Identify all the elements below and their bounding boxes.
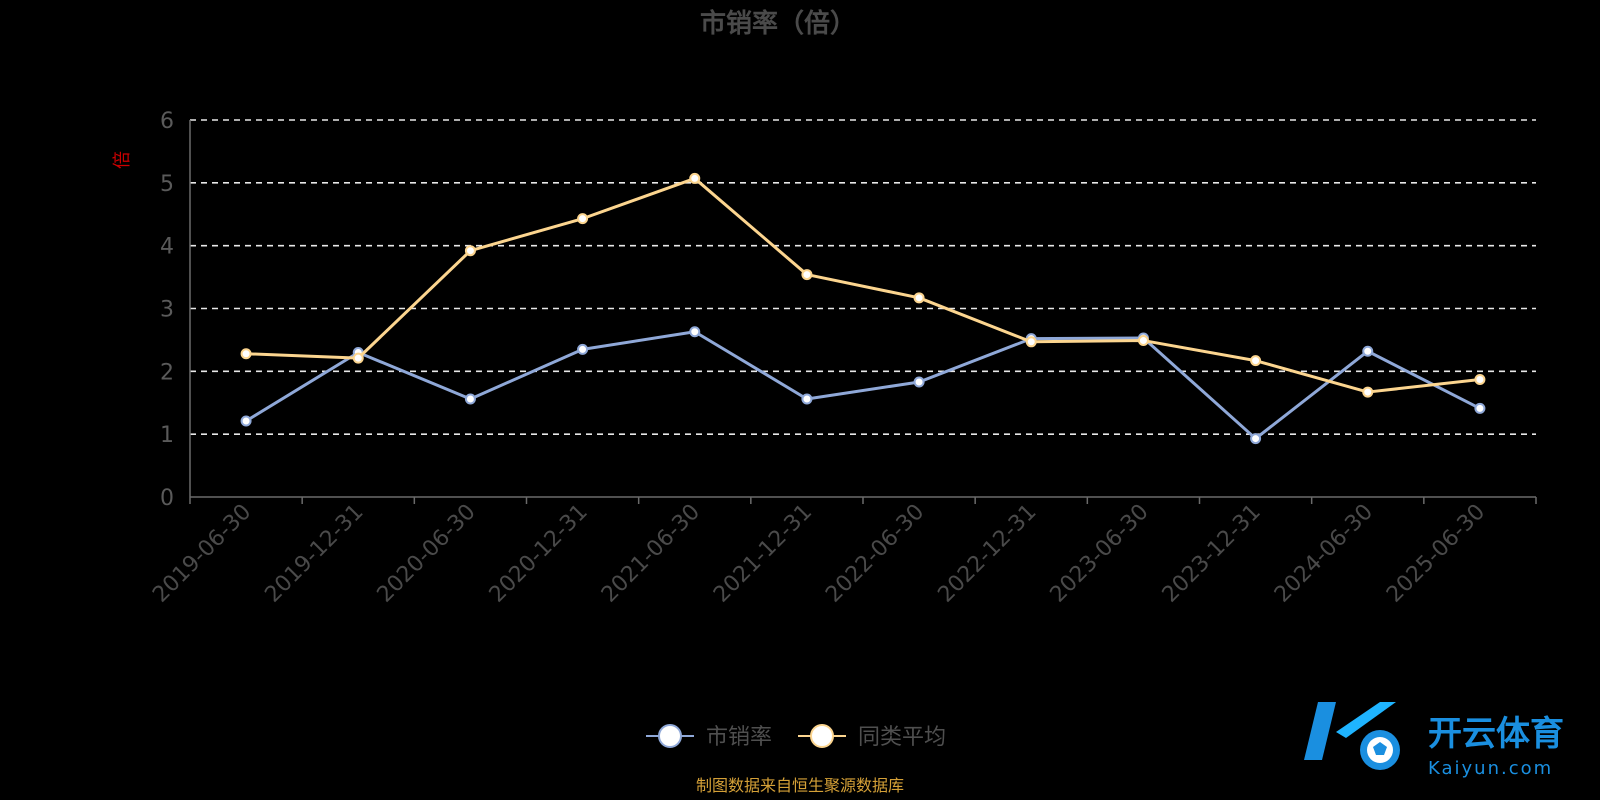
x-tick-label: 2020-12-31 <box>485 500 593 608</box>
data-point-s1-1 <box>352 352 364 364</box>
series-line-1 <box>246 176 1481 394</box>
series-line-0 <box>245 330 1481 441</box>
y-tick-label: 2 <box>160 360 174 385</box>
y-tick-label: 5 <box>160 172 174 197</box>
data-point-s0-9 <box>1250 433 1262 445</box>
data-point-s1-11 <box>1474 374 1486 386</box>
y-tick-label: 3 <box>160 298 174 323</box>
legend-label-peer-average: 同类平均 <box>858 725 946 750</box>
data-point-s0-11 <box>1474 402 1486 414</box>
legend-item-price-to-sales[interactable]: 市销率 <box>646 724 772 750</box>
x-tick-label: 2019-12-31 <box>260 500 368 608</box>
y-tick-label: 6 <box>160 109 174 134</box>
y-axis-unit-label: 倍 <box>112 151 133 169</box>
x-tick-label: 2022-06-30 <box>821 500 929 608</box>
legend-marker-peer-average <box>810 724 834 748</box>
source-note: 制图数据来自恒生聚源数据库 <box>696 776 904 795</box>
grid-lines <box>190 119 1536 435</box>
x-tick-label: 2023-12-31 <box>1158 500 1266 608</box>
data-point-s1-4 <box>689 172 701 184</box>
data-point-s1-7 <box>1025 336 1037 348</box>
x-tick-label: 2023-06-30 <box>1046 500 1154 608</box>
data-point-s1-6 <box>913 292 925 304</box>
y-tick-label: 4 <box>160 235 174 260</box>
y-tick-label: 1 <box>160 423 174 448</box>
data-point-s0-0 <box>240 415 252 427</box>
legend[interactable]: 市销率 同类平均 <box>646 724 946 750</box>
data-point-s1-3 <box>577 213 589 225</box>
x-tick-label: 2021-06-30 <box>597 500 705 608</box>
data-point-s1-8 <box>1137 335 1149 347</box>
chart-title: 市销率（倍） <box>700 8 856 39</box>
x-tick-labels: 2019-06-30 2019-12-31 2020-06-30 2020-12-31… <box>148 500 1490 608</box>
legend-marker-price-to-sales <box>658 724 682 748</box>
x-tick-label: 2021-12-31 <box>709 500 817 608</box>
data-point-s0-2 <box>464 393 476 405</box>
data-point-s1-9 <box>1250 355 1262 367</box>
data-point-s0-3 <box>577 343 589 355</box>
watermark-logo: 开云体育 Kaiyun.com <box>1304 702 1564 779</box>
logo-brand-cn: 开云体育 <box>1428 714 1564 754</box>
x-tick-label: 2025-06-30 <box>1382 500 1490 608</box>
logo-k-ball-icon <box>1304 702 1400 770</box>
y-tick-labels: 0 1 2 3 4 5 6 <box>160 109 174 511</box>
legend-label-price-to-sales: 市销率 <box>706 725 772 750</box>
x-tick-label: 2022-12-31 <box>933 500 1041 608</box>
data-point-s0-6 <box>913 376 925 388</box>
data-point-s1-0 <box>240 348 252 360</box>
data-point-s1-2 <box>464 245 476 257</box>
data-point-s1-5 <box>801 269 813 281</box>
logo-brand-en: Kaiyun.com <box>1428 758 1553 779</box>
axes <box>189 120 1537 504</box>
data-point-s0-10 <box>1362 345 1374 357</box>
data-point-s0-5 <box>801 393 813 405</box>
x-tick-label: 2024-06-30 <box>1270 500 1378 608</box>
series-lines <box>240 172 1486 445</box>
x-tick-label: 2019-06-30 <box>148 500 256 608</box>
data-point-s0-4 <box>689 326 701 338</box>
legend-item-peer-average[interactable]: 同类平均 <box>798 724 946 750</box>
y-tick-label: 0 <box>160 486 174 511</box>
x-tick-label: 2020-06-30 <box>373 500 481 608</box>
data-point-s1-10 <box>1362 386 1374 398</box>
